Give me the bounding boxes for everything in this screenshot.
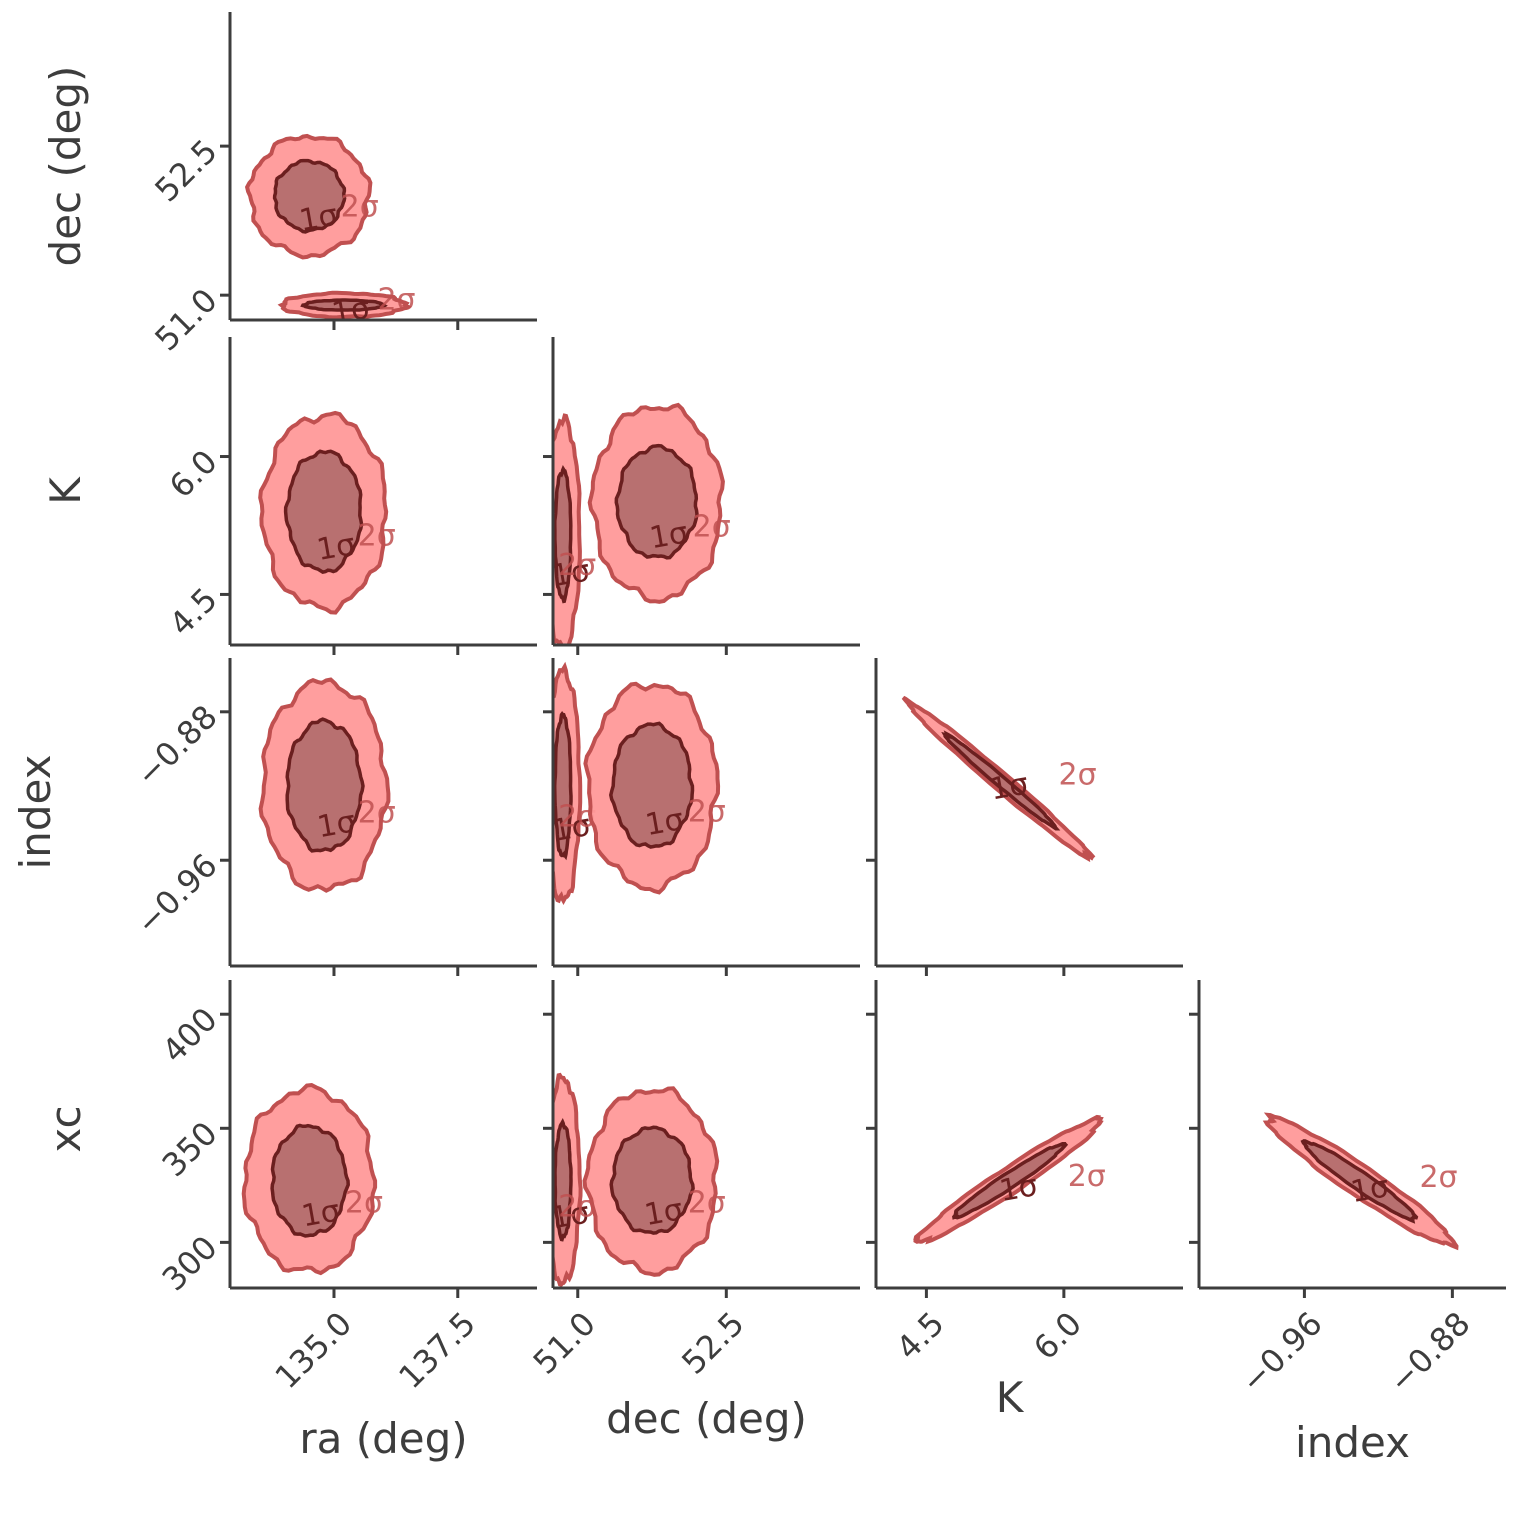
contour-1sigma — [272, 158, 347, 234]
y-tick-label-k: 4.5 — [162, 580, 225, 643]
contour-label-1sigma: 1σ — [642, 1192, 686, 1233]
contour-label-1sigma: 1σ — [548, 1195, 592, 1236]
x-tick-label-k: 6.0 — [1026, 1304, 1089, 1367]
y-axis-title-index: index — [11, 755, 60, 870]
contour-label-1sigma: 1σ — [315, 804, 359, 845]
y-tick-label-dec-deg: 52.5 — [147, 132, 224, 209]
contour-label-2sigma: 2σ — [345, 1186, 383, 1221]
contour-label-2sigma: 2σ — [558, 548, 596, 583]
contour-label-2sigma: 2σ — [358, 518, 396, 553]
contour-1sigma — [614, 443, 699, 560]
contour-1sigma — [952, 1142, 1069, 1220]
contour-1sigma — [285, 717, 365, 853]
x-tick-label-ra-deg: 137.5 — [391, 1304, 483, 1396]
contour-label-2sigma: 2σ — [693, 509, 731, 544]
panel-k-vs-ra-deg: 1σ 2σ — [258, 410, 396, 615]
contour-label-1sigma: 1σ — [550, 808, 594, 849]
panel-index-vs-ra-deg: 1σ 2σ — [258, 677, 396, 893]
x-tick-label-k: 4.5 — [889, 1304, 952, 1367]
contour-label-1sigma: 1σ — [997, 1168, 1041, 1209]
y-tick-label-k: 6.0 — [162, 442, 225, 505]
contour-label-2sigma: 2σ — [1059, 757, 1097, 792]
y-axis-title-xc: xc — [41, 1105, 90, 1152]
contour-label-1sigma: 1σ — [329, 291, 373, 332]
panel-xc-vs-index: 1σ 2σ — [1262, 1112, 1459, 1251]
contour-label-1sigma: 1σ — [297, 198, 341, 239]
contour-1sigma — [553, 465, 573, 604]
contour-1sigma — [609, 721, 695, 849]
contour-label-2sigma: 2σ — [358, 795, 396, 830]
y-tick-label-xc: 350 — [155, 1114, 225, 1184]
contour-label-2sigma: 2σ — [688, 795, 726, 830]
x-axis-title-dec-deg: dec (deg) — [606, 1394, 807, 1443]
x-tick-label-dec-deg: 51.0 — [526, 1304, 603, 1381]
y-tick-label-dec-deg: 51.0 — [147, 281, 224, 358]
contour-label-2sigma: 2σ — [1068, 1159, 1106, 1194]
x-axis-title-index: index — [1295, 1418, 1410, 1467]
contour-1sigma — [553, 1118, 573, 1242]
y-axis-title-k: K — [41, 476, 90, 505]
x-axis-title-k: K — [996, 1373, 1025, 1422]
contour-label-1sigma: 1σ — [647, 515, 691, 556]
contour-1sigma — [941, 730, 1061, 831]
contour-label-1sigma: 1σ — [643, 802, 687, 843]
contour-label-2sigma: 2σ — [688, 1186, 726, 1221]
contour-label-1sigma: 1σ — [1348, 1169, 1392, 1210]
contour-label-2sigma: 2σ — [1419, 1160, 1457, 1195]
contour-label-1sigma: 1σ — [549, 553, 593, 594]
x-tick-label-ra-deg: 135.0 — [268, 1304, 360, 1396]
contour-1sigma — [300, 298, 388, 312]
y-tick-label-xc: 400 — [155, 1000, 225, 1070]
contour-label-1sigma: 1σ — [299, 1193, 343, 1234]
x-tick-label-index: −0.96 — [1233, 1304, 1329, 1400]
y-axis-title-dec-deg: dec (deg) — [41, 66, 90, 267]
contour-1sigma — [270, 1123, 350, 1238]
contour-label-1sigma: 1σ — [314, 527, 358, 568]
x-tick-label-dec-deg: 52.5 — [674, 1304, 751, 1381]
y-tick-label-index: −0.96 — [129, 846, 225, 942]
x-axis-title-ra-deg: ra (deg) — [299, 1414, 467, 1463]
contour-label-1sigma: 1σ — [987, 766, 1031, 807]
contour-1sigma — [1300, 1139, 1419, 1224]
y-tick-label-xc: 300 — [155, 1228, 225, 1298]
contour-1sigma — [609, 1125, 695, 1235]
contour-1sigma — [553, 710, 573, 861]
x-tick-label-index: −0.88 — [1381, 1304, 1477, 1400]
contour-label-2sigma: 2σ — [341, 190, 379, 225]
panel-xc-vs-k: 1σ 2σ — [913, 1114, 1106, 1245]
contour-1sigma — [283, 449, 364, 574]
contour-label-2sigma: 2σ — [377, 282, 415, 317]
panel-index-vs-k: 1σ 2σ — [901, 695, 1097, 863]
y-tick-label-index: −0.88 — [129, 698, 225, 794]
panel-xc-vs-ra-deg: 1σ 2σ — [241, 1082, 383, 1276]
